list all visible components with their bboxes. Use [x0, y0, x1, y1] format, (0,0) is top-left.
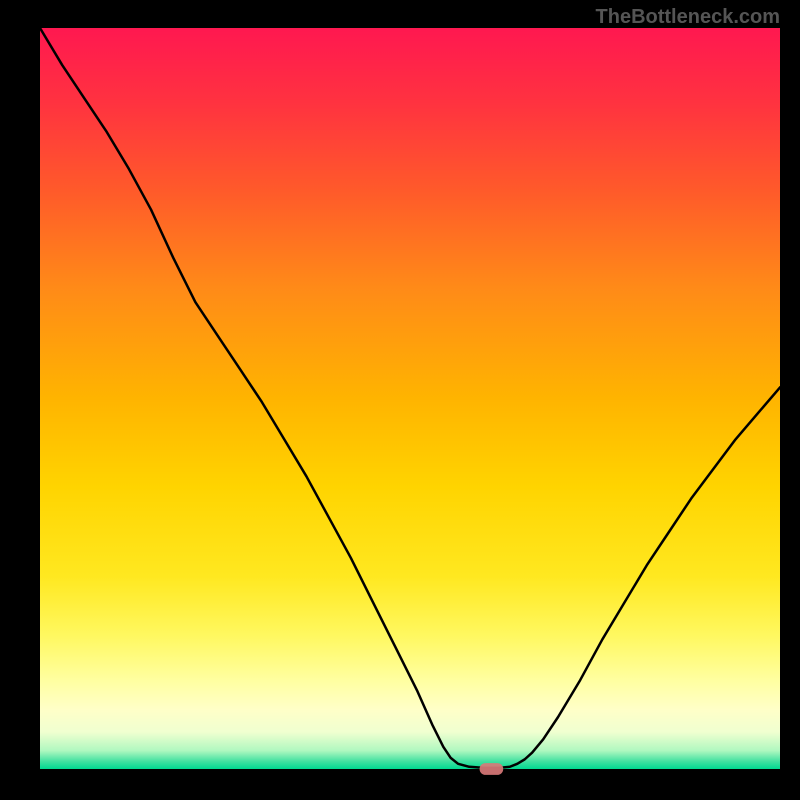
- chart-container: TheBottleneck.com: [0, 0, 800, 800]
- watermark-text: TheBottleneck.com: [596, 6, 780, 29]
- optimal-point-marker: [480, 763, 504, 775]
- plot-background: [40, 28, 780, 769]
- bottleneck-curve-chart: [0, 0, 800, 800]
